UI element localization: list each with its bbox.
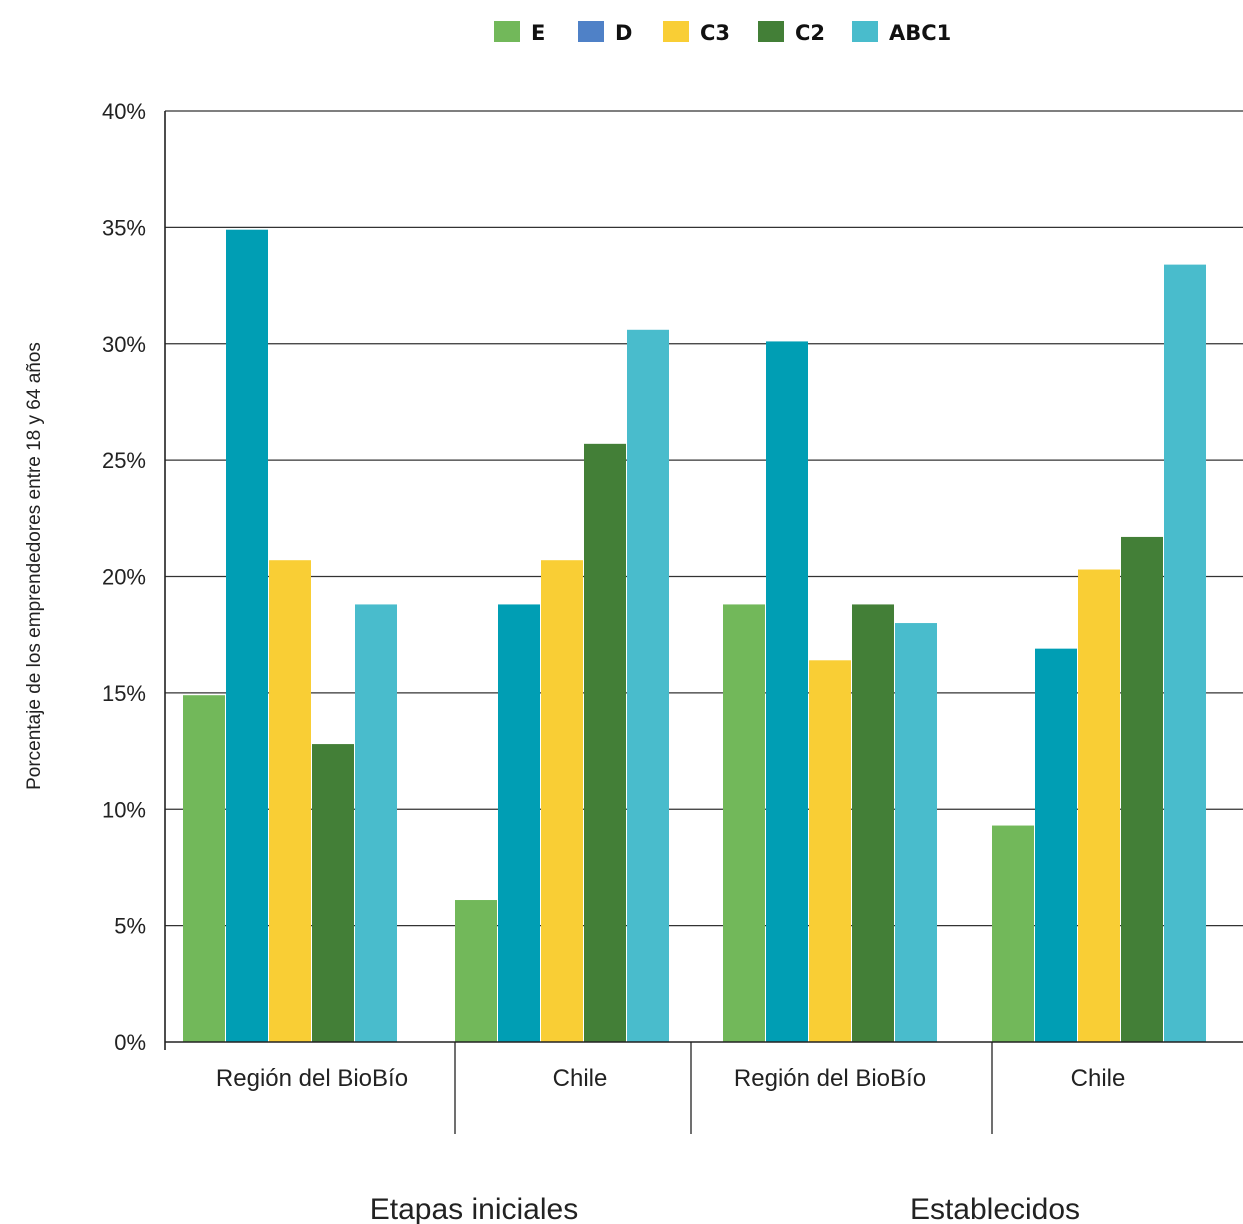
bar-c3 — [269, 560, 311, 1042]
x-tick-label: Chile — [1071, 1065, 1126, 1092]
x-tick-label: Chile — [553, 1065, 608, 1092]
group-label: Etapas iniciales — [370, 1193, 578, 1224]
bar-c3 — [1078, 569, 1120, 1042]
bar-e — [183, 695, 225, 1042]
legend-swatch — [758, 21, 784, 42]
bar-c3 — [809, 660, 851, 1042]
bar-e — [723, 604, 765, 1042]
y-axis-ticks: 0% 5% 10% 15% 20% 25% 30% 35% 40% — [102, 99, 146, 1055]
bar-c2 — [852, 604, 894, 1042]
bar-d — [1035, 648, 1077, 1042]
axes — [164, 111, 1243, 1134]
x-tick-label: Región del BioBío — [734, 1065, 926, 1092]
bar-c2 — [1121, 536, 1163, 1042]
legend-label: C3 — [700, 21, 730, 45]
bar-d — [226, 229, 268, 1042]
bar-d — [498, 604, 540, 1042]
y-tick-label: 40% — [102, 99, 146, 124]
legend-swatch — [578, 21, 604, 42]
legend-item: E — [494, 21, 545, 45]
bar-abc1 — [355, 604, 397, 1042]
bar-e — [992, 825, 1034, 1042]
bars — [183, 229, 1206, 1042]
y-tick-label: 10% — [102, 797, 146, 822]
y-tick-label: 0% — [114, 1030, 146, 1055]
legend-label: C2 — [795, 21, 825, 45]
legend-label: D — [615, 21, 632, 45]
legend-item: D — [578, 21, 632, 45]
y-axis-label: Porcentaje de los emprendedores entre 18… — [24, 342, 45, 790]
legend-item: ABC1 — [852, 21, 951, 45]
bar-c2 — [584, 443, 626, 1042]
y-tick-label: 5% — [114, 914, 146, 939]
legend-swatch — [852, 21, 878, 42]
y-tick-label: 20% — [102, 565, 146, 590]
legend: E D C3 C2 ABC1 — [494, 21, 951, 45]
group-labels: Etapas iniciales Establecidos — [370, 1193, 1080, 1224]
bar-c3 — [541, 560, 583, 1042]
y-tick-label: 25% — [102, 448, 146, 473]
group-label: Establecidos — [910, 1193, 1080, 1224]
category-labels: Región del BioBío Chile Región del BioBío C… — [216, 1065, 1125, 1092]
bar-abc1 — [1164, 264, 1206, 1042]
legend-swatch — [663, 21, 689, 42]
y-tick-label: 35% — [102, 215, 146, 240]
bar-c2 — [312, 744, 354, 1042]
legend-swatch — [494, 21, 520, 42]
y-tick-label: 30% — [102, 332, 146, 357]
bar-abc1 — [627, 329, 669, 1042]
y-tick-label: 15% — [102, 681, 146, 706]
bar-d — [766, 341, 808, 1042]
legend-label: ABC1 — [889, 21, 951, 45]
bar-abc1 — [895, 623, 937, 1042]
legend-item: C2 — [758, 21, 825, 45]
bar-e — [455, 900, 497, 1042]
legend-label: E — [531, 21, 545, 45]
legend-item: C3 — [663, 21, 730, 45]
x-tick-label: Región del BioBío — [216, 1065, 408, 1092]
